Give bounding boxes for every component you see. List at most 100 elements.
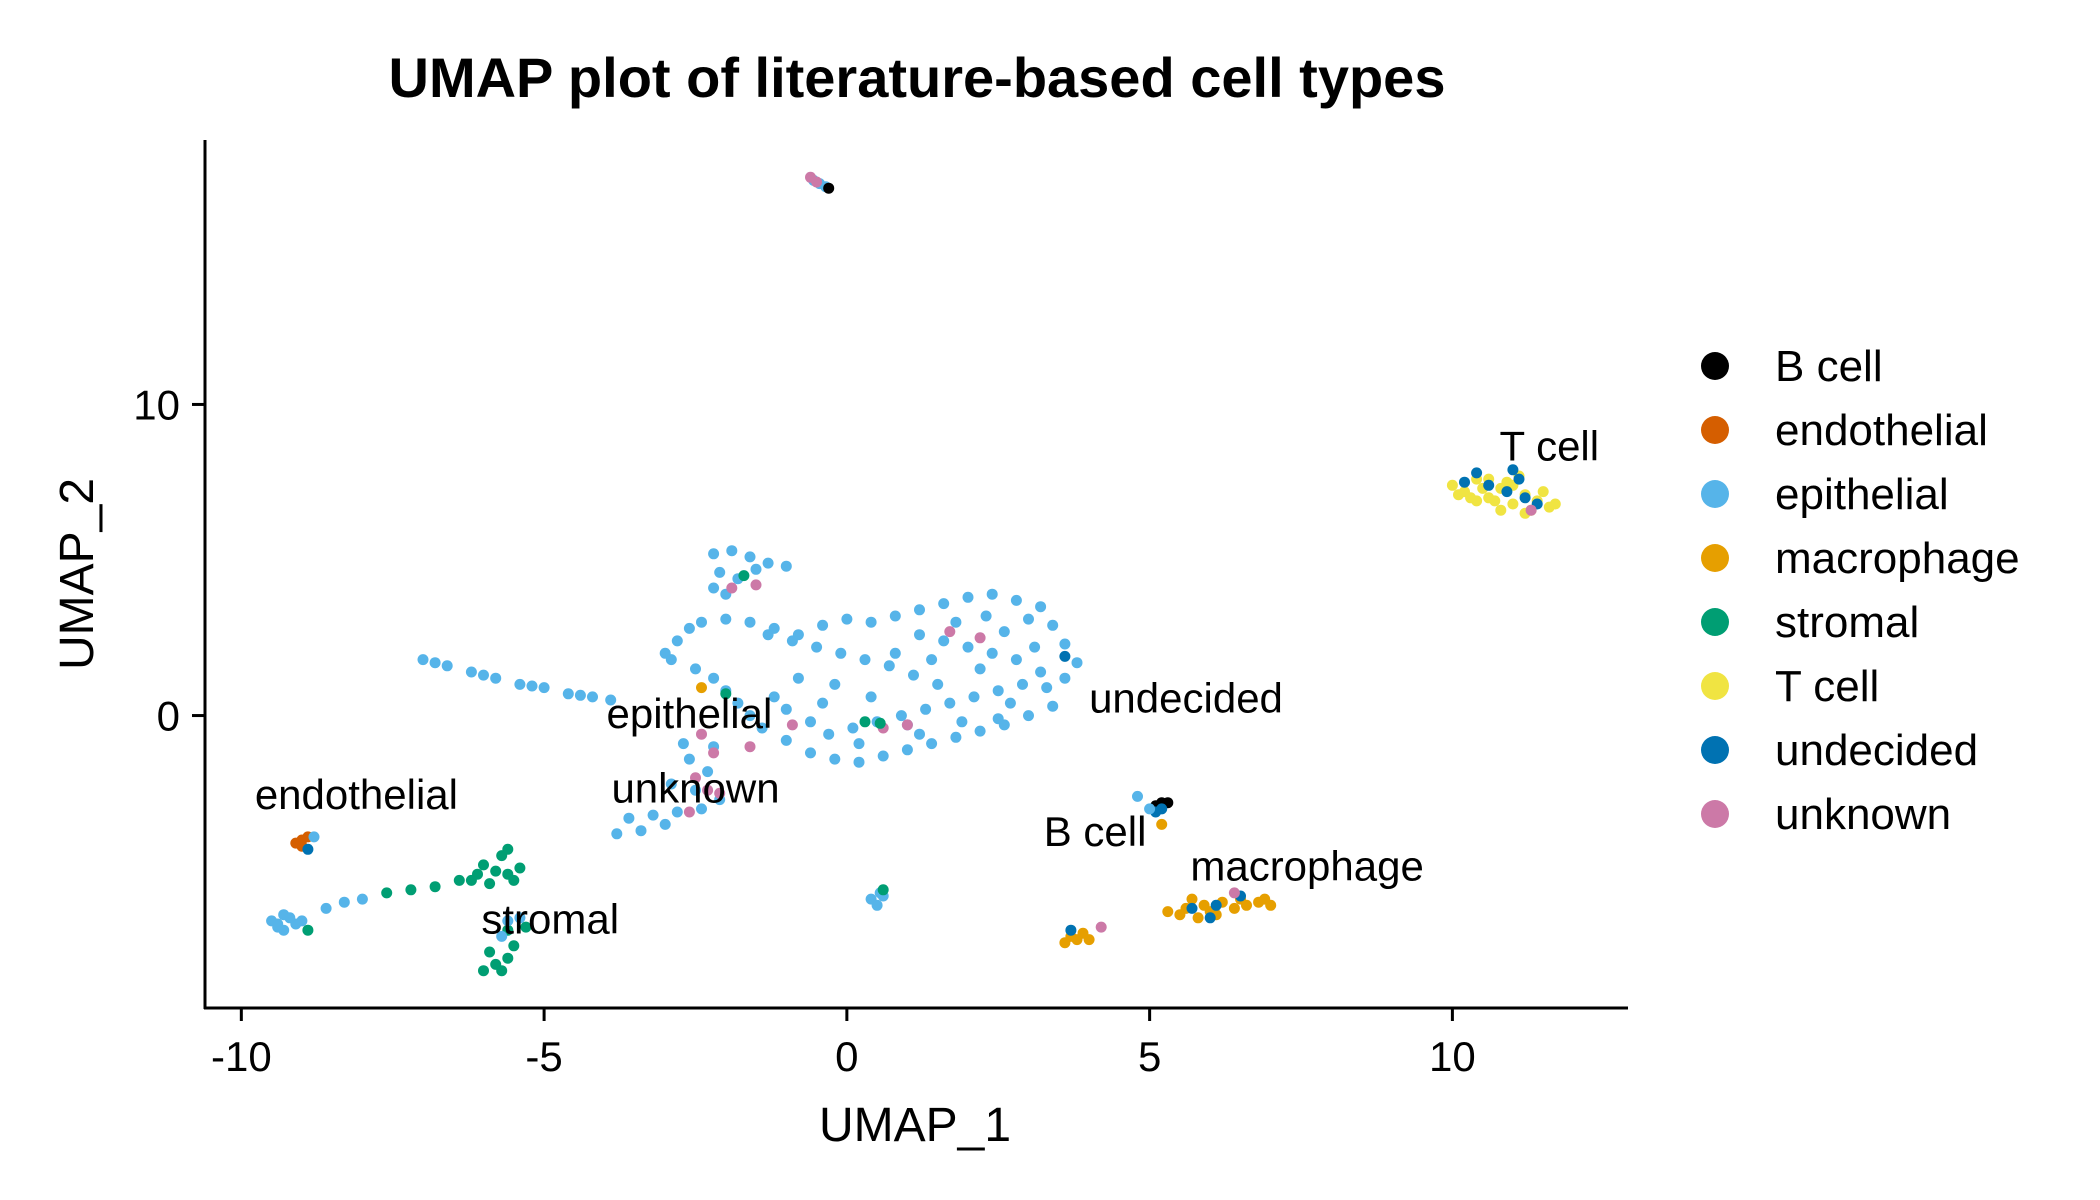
y-tick-label: 10: [133, 381, 180, 428]
point-epithelial: [859, 654, 871, 666]
point-epithelial: [1144, 803, 1156, 815]
point-epithelial: [853, 756, 865, 768]
point-epithelial: [1041, 682, 1053, 694]
point-undecided: [1186, 902, 1198, 914]
point-macrophage: [696, 682, 707, 694]
point-epithelial: [835, 647, 847, 659]
point-epithelial: [683, 622, 695, 634]
point-stromal: [502, 952, 514, 964]
point-unknown: [690, 772, 701, 784]
legend-label-macrophage: macrophage: [1775, 534, 2020, 583]
point-epithelial: [683, 753, 695, 765]
point-unknown: [811, 176, 823, 188]
point-epithelial: [901, 744, 913, 756]
point-epithelial: [441, 660, 453, 672]
point-epithelial: [429, 657, 441, 669]
point-epithelial: [968, 691, 980, 703]
point-epithelial: [986, 588, 998, 600]
point-stromal: [502, 843, 514, 855]
point-epithelial: [338, 896, 350, 908]
point-epithelial: [883, 660, 895, 672]
point-epithelial: [944, 697, 956, 709]
point-epithelial: [805, 716, 816, 728]
x-tick-label: -10: [211, 1033, 272, 1080]
point-epithelial: [671, 806, 683, 818]
legend-label-t-cell: T cell: [1775, 662, 1879, 711]
point-epithelial: [308, 831, 320, 843]
x-tick-label: 10: [1429, 1033, 1476, 1080]
point-t-cell: [1489, 495, 1501, 507]
point-epithelial: [871, 899, 883, 911]
point-stromal: [508, 940, 520, 952]
point-undecided: [1513, 473, 1525, 485]
point-epithelial: [744, 710, 756, 722]
point-epithelial: [514, 912, 526, 924]
point-epithelial: [696, 616, 707, 628]
point-epithelial: [708, 582, 720, 594]
legend-key-stromal: [1701, 608, 1729, 636]
x-tick-label: -5: [525, 1033, 562, 1080]
point-epithelial: [714, 566, 726, 578]
point-undecided: [1065, 924, 1077, 936]
point-epithelial: [611, 828, 623, 840]
point-epithelial: [914, 728, 925, 740]
point-epithelial: [877, 750, 889, 762]
point-epithelial: [908, 669, 919, 681]
point-epithelial: [1047, 700, 1059, 712]
point-epithelial: [708, 672, 720, 684]
point-epithelial: [792, 672, 804, 684]
point-epithelial: [962, 641, 974, 653]
point-t-cell: [1446, 479, 1458, 491]
point-unknown: [714, 787, 726, 799]
point-epithelial: [1059, 638, 1071, 650]
point-epithelial: [1023, 710, 1034, 722]
legend-key-macrophage: [1701, 544, 1729, 572]
point-epithelial: [914, 629, 925, 641]
point-epithelial: [750, 563, 762, 575]
point-unknown: [901, 719, 913, 731]
point-epithelial: [762, 557, 774, 569]
point-epithelial: [1010, 654, 1022, 666]
point-undecided: [1519, 492, 1531, 504]
point-epithelial: [538, 682, 550, 694]
point-t-cell: [1453, 489, 1464, 501]
legend-label-unknown: unknown: [1775, 790, 1951, 839]
point-stromal: [720, 688, 732, 700]
point-unknown: [696, 728, 707, 740]
point-epithelial: [562, 688, 574, 700]
point-macrophage: [1162, 906, 1174, 918]
point-epithelial: [926, 738, 938, 750]
point-epithelial: [647, 809, 659, 821]
point-epithelial: [853, 738, 865, 750]
point-unknown: [786, 719, 798, 731]
point-epithelial: [780, 734, 792, 746]
point-epithelial: [1071, 657, 1083, 669]
point-undecided: [1204, 912, 1216, 924]
point-unknown: [708, 747, 720, 759]
point-unknown: [944, 626, 956, 638]
point-epithelial: [974, 663, 986, 675]
point-epithelial: [356, 893, 368, 905]
point-epithelial: [841, 613, 853, 625]
point-undecided: [1210, 899, 1222, 911]
point-epithelial: [1132, 790, 1143, 802]
point-epithelial: [526, 680, 538, 692]
point-undecided: [1459, 476, 1470, 488]
cluster-label-stromal: stromal: [481, 895, 619, 942]
x-ticks-layer: -10 -5 0 5 10: [211, 1008, 1476, 1080]
point-epithelial: [744, 551, 756, 563]
point-epithelial: [938, 598, 950, 610]
legend-key-epithelial: [1701, 480, 1729, 508]
legend-key-unknown: [1701, 800, 1729, 828]
point-epithelial: [1035, 601, 1047, 613]
point-epithelial: [417, 654, 429, 666]
point-stromal: [405, 884, 417, 896]
legend-label-b-cell: B cell: [1775, 342, 1883, 391]
legend-key-undecided: [1701, 736, 1729, 764]
point-stromal: [520, 921, 532, 933]
point-epithelial: [514, 678, 526, 690]
point-macrophage: [1174, 909, 1186, 921]
point-epithelial: [817, 697, 829, 709]
point-epithelial: [756, 722, 768, 734]
